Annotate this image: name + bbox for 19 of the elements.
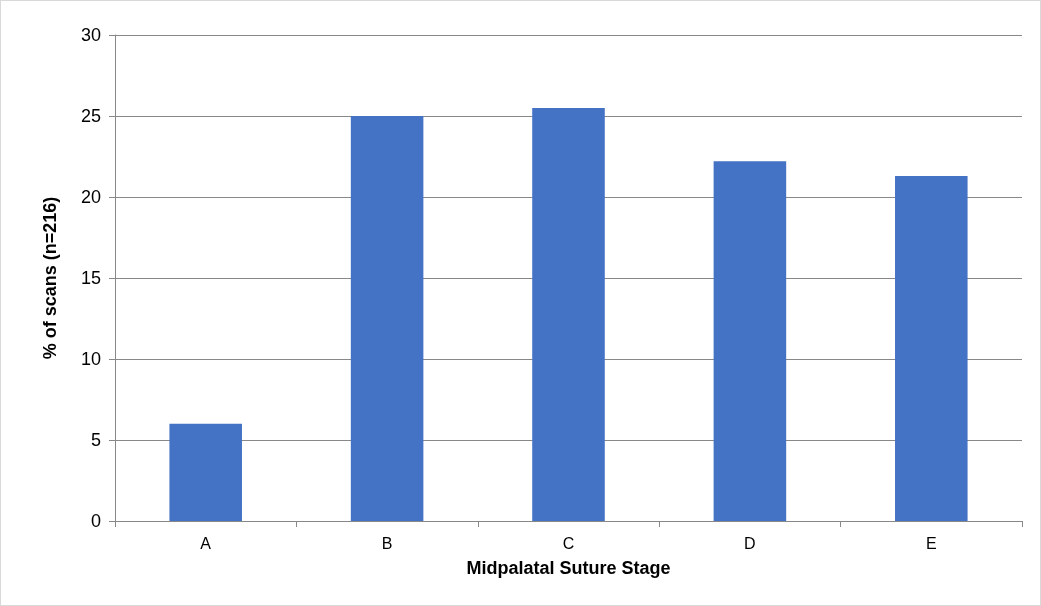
x-tick-label: C xyxy=(562,534,575,552)
bar xyxy=(350,116,424,521)
y-tick-label: 10 xyxy=(80,349,101,369)
bar xyxy=(532,107,605,521)
y-tick-label: 5 xyxy=(90,430,101,450)
bar xyxy=(895,175,968,521)
bar xyxy=(169,423,242,521)
x-tick-label: B xyxy=(381,534,393,552)
y-tick-label: 20 xyxy=(80,187,101,207)
x-tick-label: E xyxy=(925,534,937,552)
x-axis-title: Midpalatal Suture Stage xyxy=(466,558,671,578)
y-tick-label: 15 xyxy=(80,268,101,288)
y-tick-label: 30 xyxy=(80,25,101,45)
y-axis-title: % of scans (n=216) xyxy=(40,196,60,360)
y-tick-label: 0 xyxy=(90,511,101,531)
x-tick-label: A xyxy=(200,534,212,552)
y-tick-label: 25 xyxy=(80,106,101,126)
bar xyxy=(713,161,787,521)
x-tick-label: D xyxy=(744,534,756,552)
